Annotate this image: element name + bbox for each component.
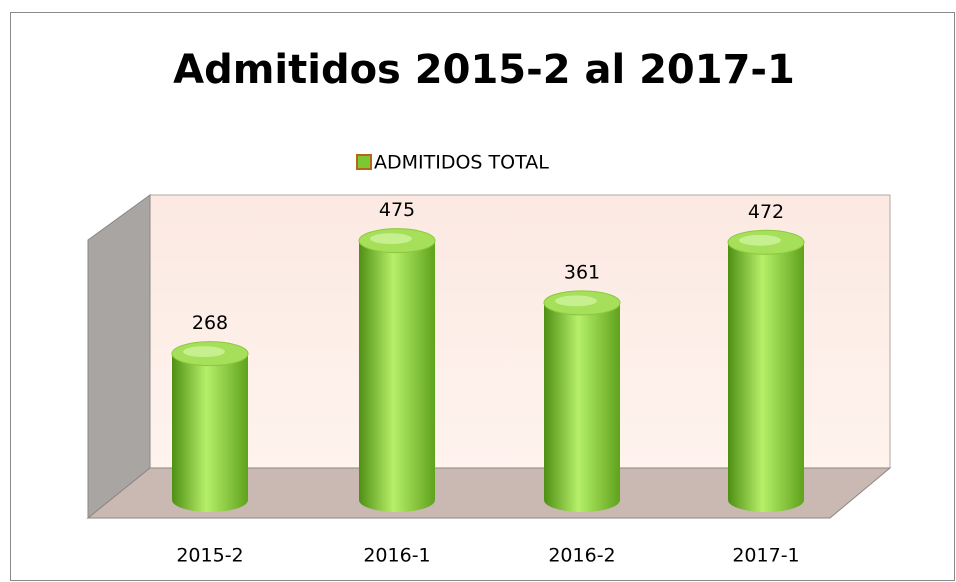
bar-highlight: [370, 233, 412, 245]
side-wall: [87, 194, 151, 520]
bar: [172, 341, 248, 512]
legend-swatch: [356, 154, 372, 170]
bar: [728, 230, 804, 512]
data-label: 361: [564, 261, 600, 283]
legend-label: ADMITIDOS TOTAL: [374, 152, 549, 174]
x-tick-label: 2017-1: [732, 545, 799, 567]
x-tick-label: 2016-1: [363, 545, 430, 567]
data-label: 472: [748, 201, 784, 223]
data-label: 268: [192, 312, 228, 334]
x-tick-label: 2016-2: [548, 545, 615, 567]
data-label: 475: [379, 199, 415, 221]
chart-title: Admitidos 2015-2 al 2017-1: [173, 47, 795, 93]
x-tick-label: 2015-2: [176, 545, 243, 567]
bar: [544, 290, 620, 512]
bar-highlight: [183, 346, 225, 358]
bar-highlight: [739, 234, 781, 246]
bar: [359, 228, 435, 512]
legend: ADMITIDOS TOTAL: [356, 152, 549, 174]
floor: [86, 467, 892, 519]
bar-highlight: [555, 295, 597, 307]
